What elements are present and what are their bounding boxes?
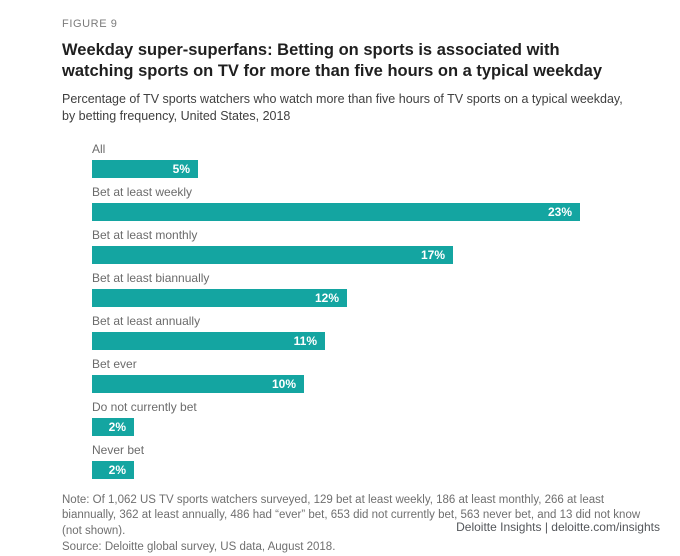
bar-label: Bet ever <box>92 356 137 371</box>
figure-number-label: FIGURE 9 <box>62 18 118 30</box>
bar-row: Never bet 2% <box>92 443 660 479</box>
bar: 12% <box>92 288 347 307</box>
bar-row: Bet ever 10% <box>92 357 660 393</box>
bar-row: Bet at least monthly 17% <box>92 228 660 264</box>
bar-row: Do not currently bet 2% <box>92 400 660 436</box>
bar: 2% <box>92 417 134 436</box>
chart-subtitle: Percentage of TV sports watchers who wat… <box>62 91 623 123</box>
bar-value: 10% <box>271 376 296 391</box>
bar-value: 2% <box>108 419 126 434</box>
bar: 23% <box>92 202 580 221</box>
bar-label: Bet at least weekly <box>92 184 193 199</box>
bar-label: All <box>92 141 106 156</box>
bar-chart: All 5% Bet at least weekly 23% Bet at le… <box>92 142 660 479</box>
bar-label: Never bet <box>92 442 145 457</box>
bar-value: 23% <box>547 204 572 219</box>
bar-label: Bet at least monthly <box>92 227 198 242</box>
bar-label: Do not currently bet <box>92 399 197 414</box>
bar-value: 17% <box>420 247 445 262</box>
bar: 17% <box>92 245 453 264</box>
bar-value: 11% <box>293 333 317 348</box>
bar-value: 5% <box>172 161 190 176</box>
bar: 2% <box>92 460 134 479</box>
bar-value: 12% <box>314 290 339 305</box>
bar-value: 2% <box>108 462 126 477</box>
bar: 5% <box>92 159 198 178</box>
bar-row: Bet at least annually 11% <box>92 314 660 350</box>
note-text: Note: Of 1,062 US TV sports watchers sur… <box>62 493 641 537</box>
bar: 11% <box>92 331 325 350</box>
bar: 10% <box>92 374 304 393</box>
bar-row: All 5% <box>92 142 660 178</box>
source-text: Source: Deloitte global survey, US data,… <box>62 541 336 554</box>
chart-title: Weekday super-superfans: Betting on spor… <box>62 41 603 81</box>
deloitte-insights-footer: Deloitte Insights | deloitte.com/insight… <box>456 520 660 534</box>
bar-label: Bet at least biannually <box>92 270 210 285</box>
bar-row: Bet at least biannually 12% <box>92 271 660 307</box>
bar-row: Bet at least weekly 23% <box>92 185 660 221</box>
bar-label: Bet at least annually <box>92 313 201 328</box>
